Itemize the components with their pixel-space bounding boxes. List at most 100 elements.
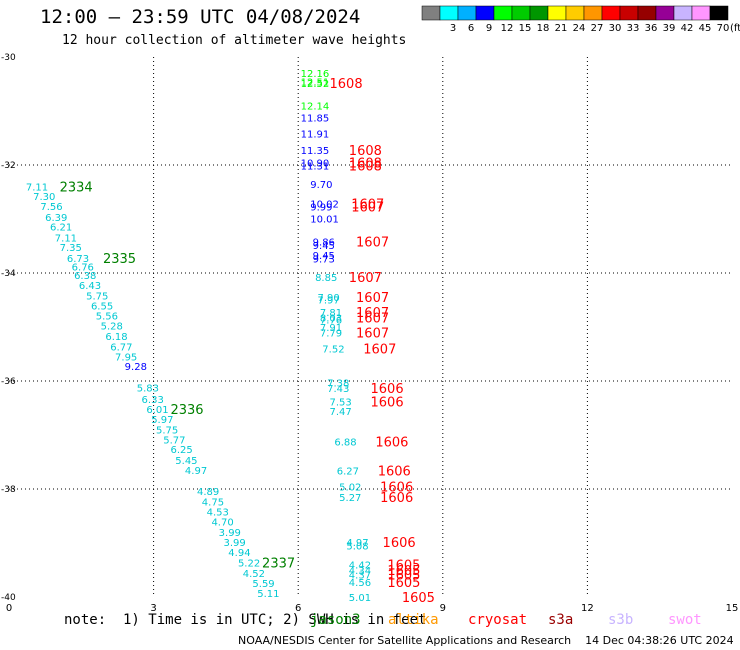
color-scale-label: 3 bbox=[450, 23, 456, 34]
wave-height-value: 6.01 bbox=[146, 405, 168, 416]
pass-time-label: 1606 bbox=[380, 491, 413, 506]
satellite-legend-s3b: s3b bbox=[608, 612, 634, 628]
color-scale-label: 21 bbox=[555, 23, 568, 34]
wave-height-value: 7.53 bbox=[330, 398, 352, 409]
wave-height-value: 5.97 bbox=[151, 415, 173, 426]
satellite-legend: jason3 altika cryosat s3a s3b swot bbox=[0, 612, 740, 632]
y-tick-label: -34 bbox=[1, 269, 16, 279]
chart-subtitle: 12 hour collection of altimeter wave hei… bbox=[62, 33, 407, 48]
wave-height-value: 12.16 bbox=[301, 69, 330, 80]
wave-height-value: 5.56 bbox=[96, 312, 118, 323]
wave-height-value: 7.43 bbox=[327, 384, 349, 395]
pass-time-label: 2335 bbox=[103, 252, 136, 267]
pass-time-label: 2336 bbox=[170, 403, 203, 418]
wave-height-value: 6.88 bbox=[334, 437, 356, 448]
wave-height-value: 7.38 bbox=[327, 379, 349, 390]
wave-height-value: 5.45 bbox=[175, 456, 197, 467]
wave-height-value: 7.30 bbox=[33, 192, 55, 203]
wave-height-value: 7.56 bbox=[40, 202, 62, 213]
wave-height-value: 4.52 bbox=[243, 569, 265, 580]
pass-time-label: 1607 bbox=[356, 311, 389, 326]
wave-height-value: 6.76 bbox=[72, 263, 94, 274]
color-swatch bbox=[709, 5, 729, 21]
wave-height-value: 10.01 bbox=[310, 214, 339, 225]
pass-time-label: 1607 bbox=[351, 201, 384, 216]
wave-height-value: 4.37 bbox=[349, 570, 371, 581]
color-scale-label: 45 bbox=[699, 23, 712, 34]
color-scale-unit: (ft) bbox=[730, 23, 740, 34]
pass-time-label: 1607 bbox=[356, 326, 389, 341]
wave-height-value: 5.59 bbox=[252, 579, 274, 590]
wave-height-value: 9.86 bbox=[313, 238, 335, 249]
y-tick-label: -30 bbox=[1, 53, 16, 63]
pass-time-label: 1607 bbox=[363, 343, 396, 358]
credit-line: NOAA/NESDIS Center for Satellite Applica… bbox=[238, 634, 734, 647]
wave-height-value: 5.08 bbox=[346, 542, 368, 553]
wave-height-value: 6.21 bbox=[50, 223, 72, 234]
wave-height-value: 9.73 bbox=[313, 254, 335, 265]
wave-height-value: 4.42 bbox=[349, 561, 371, 572]
wave-height-value: 7.11 bbox=[26, 183, 48, 194]
satellite-legend-swot: swot bbox=[668, 612, 702, 628]
wave-height-value: 7.81 bbox=[320, 308, 342, 319]
wave-height-value: 7.90 bbox=[317, 293, 339, 304]
wave-height-value: 11.85 bbox=[301, 113, 330, 124]
pass-time-label: 1607 bbox=[349, 271, 382, 286]
pass-time-label: 1606 bbox=[380, 480, 413, 495]
x-tick-label: 0 bbox=[6, 603, 12, 614]
pass-time-label: 1606 bbox=[378, 465, 411, 480]
wave-height-value: 12.14 bbox=[301, 102, 330, 113]
y-tick-label: -40 bbox=[1, 593, 16, 603]
pass-time-label: 1607 bbox=[356, 236, 389, 251]
wave-height-value: 6.18 bbox=[105, 332, 127, 343]
pass-time-label: 1606 bbox=[383, 536, 416, 551]
wave-height-value: 6.73 bbox=[67, 254, 89, 265]
wave-height-value: 5.75 bbox=[156, 426, 178, 437]
color-scale-label: 6 bbox=[468, 23, 474, 34]
color-scale-label: 30 bbox=[609, 23, 622, 34]
wave-height-value: 6.25 bbox=[170, 445, 192, 456]
wave-height-value: 5.01 bbox=[349, 593, 371, 604]
wave-height-value: 6.33 bbox=[142, 395, 164, 406]
wave-height-value: 4.97 bbox=[346, 538, 368, 549]
color-scale-label: 36 bbox=[645, 23, 658, 34]
wave-height-value: 11.35 bbox=[301, 146, 330, 157]
wave-height-value: 12.51 bbox=[301, 77, 330, 88]
wave-height-value: 4.53 bbox=[207, 508, 229, 519]
pass-time-label: 2337 bbox=[262, 556, 295, 571]
wave-height-value: 7.91 bbox=[320, 323, 342, 334]
satellite-legend-s3a: s3a bbox=[548, 612, 574, 628]
wave-height-value: 4.70 bbox=[211, 517, 233, 528]
wave-height-value: 4.97 bbox=[185, 466, 207, 477]
satellite-legend-altika: altika bbox=[388, 612, 439, 628]
wave-height-value: 6.27 bbox=[337, 467, 359, 478]
color-scale-label: 12 bbox=[501, 23, 514, 34]
wave-height-value: 3.99 bbox=[223, 538, 245, 549]
wave-height-value: 5.83 bbox=[137, 383, 159, 394]
pass-time-label: 1606 bbox=[371, 396, 404, 411]
pass-time-label: 1607 bbox=[356, 306, 389, 321]
wave-height-value: 6.55 bbox=[91, 301, 113, 312]
wave-height-value: 5.75 bbox=[86, 292, 108, 303]
wave-height-value: 6.77 bbox=[110, 342, 132, 353]
satellite-legend-jason3: jason3 bbox=[310, 612, 361, 628]
color-scale-label: 15 bbox=[519, 23, 532, 34]
wave-height-value: 9.45 bbox=[313, 251, 335, 262]
wave-height-value: 5.22 bbox=[238, 558, 260, 569]
wave-height-value: 5.28 bbox=[101, 321, 123, 332]
color-scale-label: 33 bbox=[627, 23, 640, 34]
wave-height-value: 7.79 bbox=[320, 328, 342, 339]
wave-height-value: 7.76 bbox=[320, 315, 342, 326]
pass-time-label: 1608 bbox=[349, 144, 382, 159]
pass-time-label: 1605 bbox=[387, 576, 420, 591]
satellite-legend-cryosat: cryosat bbox=[468, 612, 528, 628]
color-scale-label: 39 bbox=[663, 23, 676, 34]
color-scale-label: 42 bbox=[681, 23, 694, 34]
pass-time-label: 1608 bbox=[349, 160, 382, 175]
wave-height-value: 7.47 bbox=[330, 407, 352, 418]
wave-height-value: 7.11 bbox=[55, 233, 77, 244]
color-scale-label: 18 bbox=[537, 23, 550, 34]
wave-height-value: 5.27 bbox=[339, 493, 361, 504]
